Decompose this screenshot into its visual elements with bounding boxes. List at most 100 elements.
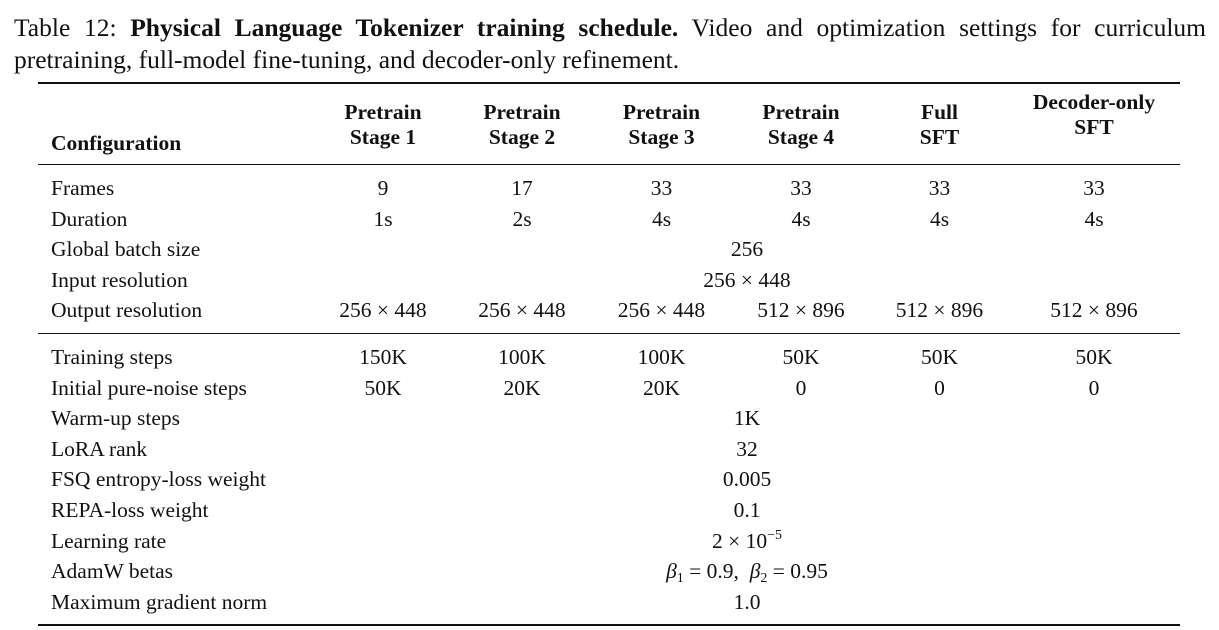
lr-exponent: −5 (767, 527, 783, 543)
table-row-input-resolution: Input resolution 256 × 448 (38, 265, 1180, 296)
row-label: LoRA rank (51, 436, 148, 461)
table-cell: 20K (503, 375, 541, 400)
header-full-sft: Full SFT (871, 82, 1008, 165)
header-line2: Stage 2 (488, 124, 556, 149)
table-row-repa-loss-weight: REPA-loss weight 0.1 (38, 495, 1180, 526)
table-cell: 4s (929, 206, 950, 231)
header-line2: SFT (1074, 115, 1114, 139)
table-row-adamw-betas: AdamW betas β1 = 0.9, β2 = 0.95 (38, 556, 1180, 587)
table-cell: 256 × 448 (452, 295, 592, 334)
header-line2: Stage 4 (767, 124, 835, 149)
beta1-subscript: 1 (676, 571, 684, 587)
table-row-global-batch-size: Global batch size 256 (38, 234, 1180, 265)
table-cell: 50K (920, 344, 959, 369)
table-cell-spanning: 0.005 (722, 467, 772, 492)
table-cell-spanning: β1 = 0.9, β2 = 0.95 (314, 556, 1180, 587)
table-cell: 0 (795, 375, 807, 400)
table-cell: 33 (650, 176, 673, 200)
header-line1: Pretrain (762, 99, 840, 124)
row-label: AdamW betas (51, 559, 173, 584)
table-cell: 20K (642, 375, 681, 400)
row-label: REPA-loss weight (51, 497, 209, 522)
table-row-output-resolution: Output resolution 256 × 448 256 × 448 25… (38, 295, 1180, 334)
table-cell-spanning: 32 (736, 436, 758, 461)
beta2-subscript: 2 (760, 571, 768, 587)
table-cell: 512 × 896 (871, 295, 1008, 334)
table-cell: 4s (1084, 206, 1104, 231)
beta1-value: = 0.9, (683, 559, 739, 584)
table-caption: Table 12: Physical Language Tokenizer tr… (14, 12, 1206, 76)
caption-label: Table 12: (14, 13, 117, 42)
header-configuration: Configuration (38, 82, 314, 165)
row-label: Warm-up steps (51, 406, 181, 431)
table-cell: 100K (637, 344, 686, 369)
row-label: Learning rate (51, 528, 167, 553)
table-cell: 512 × 896 (731, 295, 871, 334)
table-row-learning-rate: Learning rate 2 × 10−5 (38, 526, 1180, 557)
header-pretrain-stage-3: Pretrain Stage 3 (592, 82, 731, 165)
lr-mantissa: 2 × 10 (711, 528, 768, 553)
caption-text: Video and optimization settings for curr… (14, 13, 1206, 74)
row-label: Maximum gradient norm (38, 586, 314, 627)
table-cell: 1s (373, 206, 393, 231)
table-cell: 33 (1083, 176, 1105, 200)
header-line2: Stage 3 (628, 124, 695, 149)
row-label: Training steps (51, 344, 173, 369)
table-cell: 100K (498, 344, 546, 369)
table-row-duration: Duration 1s 2s 4s 4s 4s 4s (38, 204, 1180, 235)
table-cell: 256 × 448 (314, 295, 452, 334)
row-label: Input resolution (51, 267, 188, 292)
table-cell: 0 (1088, 375, 1100, 400)
row-label: Initial pure-noise steps (51, 375, 247, 400)
row-label: Output resolution (38, 295, 314, 334)
table-cell-spanning: 1.0 (314, 586, 1180, 627)
table-cell: 256 × 448 (592, 295, 731, 334)
table-row-training-steps: Training steps 150K 100K 100K 50K 50K 50… (38, 333, 1180, 372)
caption-title: Physical Language Tokenizer training sch… (130, 13, 679, 42)
table-row-maximum-gradient-norm: Maximum gradient norm 1.0 (38, 586, 1180, 627)
video-settings-group: Frames 9 17 33 33 33 33 Duration 1s 2s 4… (38, 165, 1180, 334)
table-cell: 512 × 896 (1008, 295, 1180, 334)
header-decoder-only-sft: Decoder-only SFT (1008, 82, 1180, 165)
table-cell: 2s (512, 206, 532, 231)
table-row-initial-pure-noise-steps: Initial pure-noise steps 50K 20K 20K 0 0… (38, 373, 1180, 404)
header-pretrain-stage-2: Pretrain Stage 2 (452, 82, 592, 165)
table-cell: 4s (791, 206, 811, 231)
table-row-fsq-entropy-loss-weight: FSQ entropy-loss weight 0.005 (38, 464, 1180, 495)
row-label: Global batch size (51, 237, 201, 262)
table-cell-spanning: 256 (730, 237, 764, 262)
table-cell-spanning: 1K (733, 406, 761, 431)
header-row: Configuration Pretrain Stage 1 Pretrain St… (38, 82, 1180, 165)
table-cell-spanning: 2 × 10−5 (314, 526, 1180, 557)
table-cell: 0 (934, 375, 945, 400)
table-cell: 33 (790, 176, 812, 200)
training-schedule-table: Configuration Pretrain Stage 1 Pretrain St… (38, 82, 1180, 627)
optimization-settings-group: Training steps 150K 100K 100K 50K 50K 50… (38, 333, 1180, 627)
table-cell: 50K (1075, 344, 1113, 369)
table-row-warm-up-steps: Warm-up steps 1K (38, 403, 1180, 434)
table-cell: 4s (651, 206, 672, 231)
table-cell: 150K (359, 344, 407, 369)
table-cell: 50K (782, 344, 820, 369)
table-cell: 9 (377, 176, 389, 200)
table-cell: 17 (511, 176, 533, 200)
row-label: FSQ entropy-loss weight (51, 467, 266, 492)
header-line1: Pretrain (483, 99, 561, 124)
header-line2: Stage 1 (349, 124, 417, 149)
table-cell-spanning: 256 × 448 (703, 267, 791, 292)
header-line2: SFT (919, 124, 960, 149)
beta2-symbol: β (749, 559, 761, 584)
table-cell: 50K (364, 375, 402, 400)
header-line1: Full (920, 99, 959, 124)
table-cell-spanning: 0.1 (733, 497, 761, 522)
table-row-lora-rank: LoRA rank 32 (38, 434, 1180, 465)
beta2-value: = 0.95 (767, 559, 828, 584)
header-line1: Pretrain (344, 99, 422, 124)
beta1-symbol: β (666, 559, 677, 584)
table-row-frames: Frames 9 17 33 33 33 33 (38, 165, 1180, 204)
row-label: Frames (51, 176, 115, 200)
header-line1: Pretrain (622, 99, 701, 124)
table-cell: 33 (928, 176, 951, 200)
header-pretrain-stage-1: Pretrain Stage 1 (314, 82, 452, 165)
row-label: Duration (51, 206, 128, 231)
